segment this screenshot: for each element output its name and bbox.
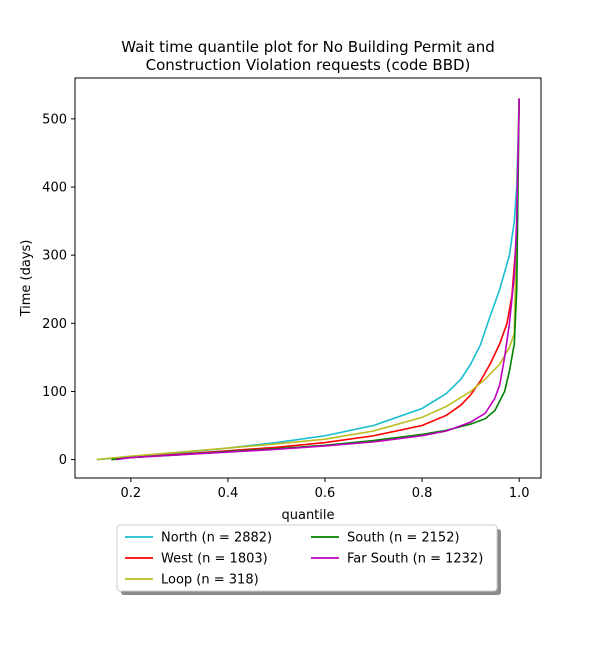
legend-label-4: Far South (n = 1232)	[347, 552, 483, 567]
plot-area-frame	[74, 77, 542, 479]
y-axis-label: Time (days)	[19, 240, 34, 318]
legend-box	[116, 524, 498, 592]
x-tick-label: 0.8	[412, 486, 433, 501]
y-tick-label: 0	[59, 453, 67, 468]
chart-title-line-2: Construction Violation requests (code BB…	[146, 56, 471, 74]
y-tick-label: 100	[42, 385, 67, 400]
legend-label-3: South (n = 2152)	[347, 531, 460, 546]
chart-title-line-1: Wait time quantile plot for No Building …	[121, 38, 494, 56]
legend-label-2: Loop (n = 318)	[161, 573, 259, 588]
legend: North (n = 2882) West (n = 1803) Loop (n =…	[116, 524, 501, 595]
x-tick-label: 1.0	[509, 486, 530, 501]
series-line-1	[111, 98, 520, 461]
x-tick-label: 0.4	[218, 486, 239, 501]
y-tick-label: 200	[42, 317, 67, 332]
y-tick-label: 300	[42, 249, 67, 264]
y-axis: 0 100 200 300 400 500	[42, 112, 75, 468]
x-axis: 0.2 0.4 0.6 0.8 1.0	[120, 478, 530, 501]
x-tick-label: 0.2	[120, 486, 141, 501]
y-tick-label: 400	[42, 181, 67, 196]
y-tick-label: 500	[42, 112, 67, 127]
series-line-4	[116, 98, 520, 461]
plot-layer	[96, 98, 520, 461]
series-line-0	[96, 98, 520, 461]
x-tick-label: 0.6	[315, 486, 336, 501]
series-line-3	[111, 98, 520, 461]
legend-label-1: West (n = 1803)	[161, 552, 268, 567]
x-axis-label: quantile	[281, 508, 334, 523]
legend-label-0: North (n = 2882)	[161, 531, 272, 546]
series-line-2	[96, 98, 520, 461]
